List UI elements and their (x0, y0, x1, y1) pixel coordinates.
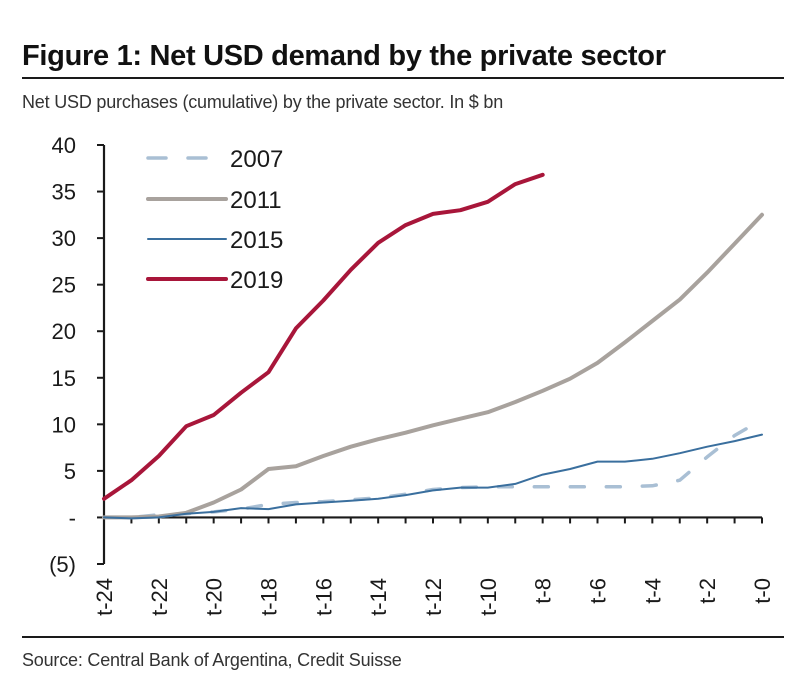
legend: 2007 2011 2015 2019 (146, 146, 283, 294)
series-line-2015 (103, 433, 763, 520)
x-tick-label: t-24 (92, 578, 117, 616)
source-rule (22, 636, 784, 638)
y-tick-label: 20 (52, 319, 76, 344)
y-tick-label: 10 (52, 412, 76, 437)
x-tick-label: t-6 (586, 578, 611, 604)
title-rule (22, 77, 784, 79)
legend-label-2007: 2007 (230, 146, 283, 173)
series-layer (102, 172, 764, 520)
axes: (5) - 5 10 15 20 25 30 35 40 t-24 t-22 t-20 t-18 t-16 t… (49, 133, 775, 616)
x-tick-label: t-2 (695, 578, 720, 604)
x-tick-label: t-18 (257, 578, 282, 616)
y-tick-label: - (69, 505, 76, 530)
source-note: Source: Central Bank of Argentina, Credi… (22, 650, 402, 670)
x-tick-label: t-8 (531, 578, 556, 604)
y-tick-label: 35 (52, 180, 76, 205)
figure-subtitle: Net USD purchases (cumulative) by the pr… (22, 92, 504, 112)
y-tick-label: 30 (52, 226, 76, 251)
y-tick-label: 40 (52, 133, 76, 158)
y-tick-label: 25 (52, 273, 76, 298)
legend-label-2019: 2019 (230, 267, 283, 294)
x-tick-label: t-12 (421, 578, 446, 616)
y-tick-label: 5 (64, 459, 76, 484)
x-tick-label: t-0 (750, 578, 775, 604)
y-tick-label: 15 (52, 366, 76, 391)
legend-label-2011: 2011 (230, 187, 282, 214)
x-tick-label: t-14 (366, 578, 391, 616)
y-tick-label: (5) (49, 552, 76, 577)
x-tick-label: t-10 (476, 578, 501, 616)
x-tick-label: t-16 (311, 578, 336, 616)
figure-title: Figure 1: Net USD demand by the private … (22, 40, 666, 72)
x-tick-label: t-22 (147, 578, 172, 616)
legend-label-2015: 2015 (230, 227, 283, 254)
x-tick-label: t-4 (640, 578, 665, 604)
series-line-2019 (102, 172, 545, 501)
series-line-2007 (102, 417, 764, 520)
series-line-2011 (102, 212, 764, 520)
x-tick-label: t-20 (202, 578, 227, 616)
